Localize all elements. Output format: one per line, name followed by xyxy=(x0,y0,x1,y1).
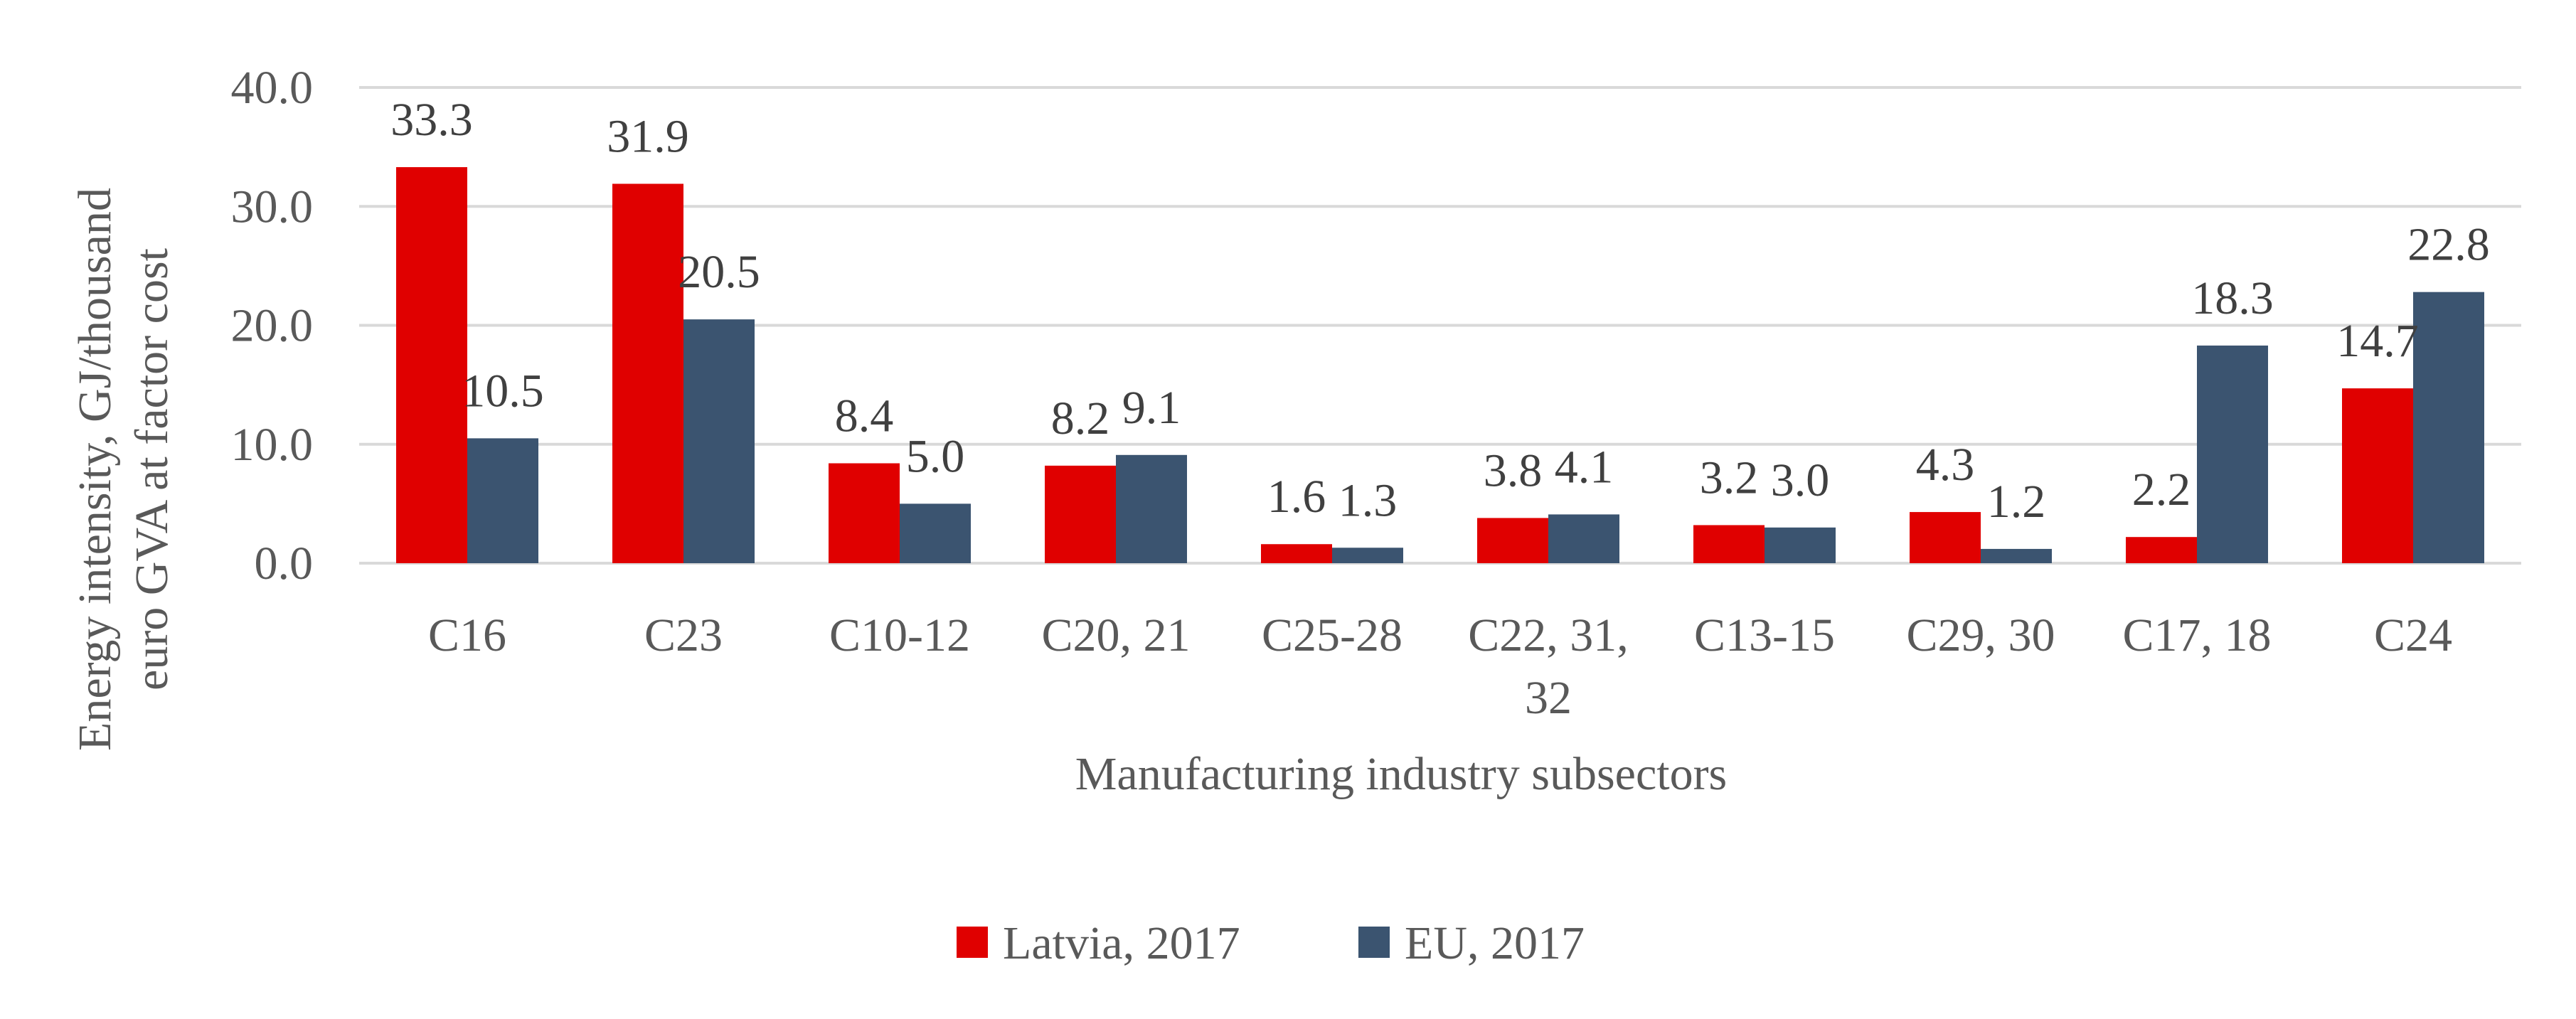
data-label: 1.6 xyxy=(1267,471,1326,523)
data-label: 3.2 xyxy=(1700,452,1759,503)
bars xyxy=(396,167,2484,563)
bar xyxy=(1261,544,1332,563)
data-labels: 33.3 10.5 31.9 20.5 8.45.0 8.2 9.1 1.6 1.3 3.8 4.1… xyxy=(390,94,2490,528)
bar xyxy=(1477,518,1548,563)
bar xyxy=(2342,388,2413,563)
data-label: 33.3 xyxy=(390,94,473,146)
axes: 0.0 10.0 20.0 30.0 40.0 C16 C23 C10-12 C20, 21 C2… xyxy=(231,62,2453,724)
bar xyxy=(1548,514,1619,563)
bar xyxy=(1045,465,1116,563)
legend-label: Latvia, 2017 xyxy=(1003,917,1240,969)
bar xyxy=(829,463,900,563)
data-label: 8.2 xyxy=(1051,393,1110,444)
x-tick-label: C25-28 xyxy=(1262,609,1403,661)
bar xyxy=(612,183,683,563)
data-label: 9.1 xyxy=(1122,382,1181,434)
legend: Latvia, 2017 EU, 2017 xyxy=(957,917,1585,969)
x-axis-title: Manufacturing industry subsectors xyxy=(1075,748,1728,800)
x-tick-label: C20, 21 xyxy=(1041,609,1190,661)
data-label: 1.3 xyxy=(1338,474,1398,526)
x-tick-label: C16 xyxy=(428,609,506,661)
bar xyxy=(1910,512,1981,563)
data-label: 31.9 xyxy=(607,110,689,162)
data-label: 14.7 xyxy=(2336,315,2419,367)
data-label: 10.5 xyxy=(462,365,544,417)
x-tick-label: C23 xyxy=(644,609,723,661)
bar xyxy=(1693,525,1765,563)
bar xyxy=(1981,548,2052,563)
data-label: 18.3 xyxy=(2191,272,2274,324)
legend-label: EU, 2017 xyxy=(1405,917,1585,969)
bar xyxy=(900,503,971,563)
y-tick-label: 10.0 xyxy=(231,419,314,471)
x-tick-label: C22, 31, 32 xyxy=(1468,609,1629,724)
bar xyxy=(2413,292,2484,563)
bar xyxy=(1765,527,1836,563)
data-label: 4.3 xyxy=(1916,439,1975,491)
bar xyxy=(1116,454,1187,563)
y-tick-label: 30.0 xyxy=(231,181,314,233)
bar xyxy=(2197,345,2268,563)
x-tick-label: C29, 30 xyxy=(1906,609,2055,661)
x-tick-label: C13-15 xyxy=(1694,609,1835,661)
bar xyxy=(2126,537,2197,563)
y-tick-label: 20.0 xyxy=(231,300,314,352)
x-tick-label: C10-12 xyxy=(829,609,970,661)
x-tick-label: C24 xyxy=(2374,609,2452,661)
data-label: 4.1 xyxy=(1555,441,1614,493)
data-label: 3.8 xyxy=(1484,444,1543,496)
data-label: 1.2 xyxy=(1987,476,2046,528)
data-label: 22.8 xyxy=(2407,219,2490,271)
bar xyxy=(396,167,467,563)
data-label: 8.4 xyxy=(835,390,894,442)
x-tick-label: C17, 18 xyxy=(2122,609,2271,661)
legend-swatch xyxy=(1358,927,1390,958)
bar xyxy=(1332,548,1403,563)
legend-swatch xyxy=(957,927,988,958)
y-axis-title: Energy intensity, GJ/thousand euro GVA at… xyxy=(69,188,178,751)
bar xyxy=(683,319,755,563)
y-tick-label: 0.0 xyxy=(255,538,314,589)
data-label: 20.5 xyxy=(678,246,760,298)
data-label: 5.0 xyxy=(906,430,965,482)
bar xyxy=(467,438,538,563)
data-label: 3.0 xyxy=(1771,454,1830,506)
y-tick-label: 40.0 xyxy=(231,62,314,114)
data-label: 2.2 xyxy=(2132,464,2191,516)
